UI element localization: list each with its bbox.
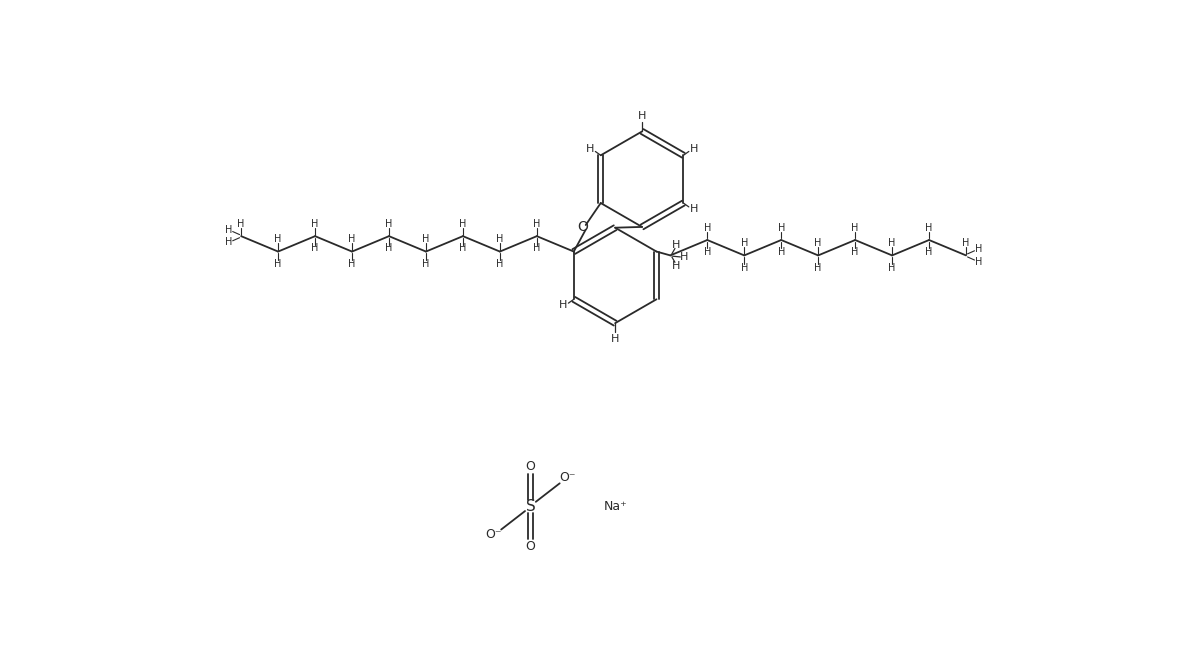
Text: H: H bbox=[311, 219, 318, 229]
Text: O: O bbox=[578, 220, 588, 235]
Text: O⁻: O⁻ bbox=[560, 471, 575, 484]
Text: H: H bbox=[558, 301, 567, 310]
Text: H: H bbox=[586, 144, 594, 154]
Text: H: H bbox=[852, 247, 859, 257]
Text: H: H bbox=[925, 247, 933, 257]
Text: H: H bbox=[777, 247, 785, 257]
Text: O: O bbox=[526, 540, 536, 553]
Text: S: S bbox=[526, 499, 536, 514]
Text: H: H bbox=[814, 263, 821, 273]
Text: H: H bbox=[691, 144, 699, 154]
Text: H: H bbox=[741, 238, 748, 248]
Text: H: H bbox=[611, 333, 620, 343]
Text: H: H bbox=[496, 259, 503, 269]
Text: H: H bbox=[673, 240, 681, 250]
Text: H: H bbox=[691, 204, 699, 214]
Text: H: H bbox=[533, 219, 540, 229]
Text: H: H bbox=[496, 234, 503, 244]
Text: H: H bbox=[533, 243, 540, 254]
Text: H: H bbox=[348, 259, 355, 269]
Text: H: H bbox=[975, 256, 982, 267]
Text: H: H bbox=[638, 111, 646, 121]
Text: H: H bbox=[459, 243, 467, 254]
Text: H: H bbox=[889, 263, 896, 273]
Text: H: H bbox=[386, 243, 393, 254]
Text: H: H bbox=[680, 252, 688, 262]
Text: H: H bbox=[274, 259, 282, 269]
Text: H: H bbox=[741, 263, 748, 273]
Text: H: H bbox=[814, 238, 821, 248]
Text: H: H bbox=[348, 234, 355, 244]
Text: H: H bbox=[225, 237, 233, 247]
Text: O⁻: O⁻ bbox=[485, 529, 502, 542]
Text: H: H bbox=[962, 238, 969, 248]
Text: Na⁺: Na⁺ bbox=[603, 500, 627, 513]
Text: H: H bbox=[704, 247, 711, 257]
Text: H: H bbox=[238, 219, 245, 229]
Text: O: O bbox=[526, 460, 536, 473]
Text: H: H bbox=[423, 234, 430, 244]
Text: H: H bbox=[423, 259, 430, 269]
Text: H: H bbox=[975, 244, 982, 254]
Text: H: H bbox=[311, 243, 318, 254]
Text: H: H bbox=[386, 219, 393, 229]
Text: H: H bbox=[673, 261, 681, 272]
Text: H: H bbox=[852, 223, 859, 233]
Text: H: H bbox=[777, 223, 785, 233]
Text: H: H bbox=[704, 223, 711, 233]
Text: H: H bbox=[459, 219, 467, 229]
Text: H: H bbox=[225, 225, 233, 235]
Text: H: H bbox=[889, 238, 896, 248]
Text: H: H bbox=[274, 234, 282, 244]
Text: H: H bbox=[925, 223, 933, 233]
